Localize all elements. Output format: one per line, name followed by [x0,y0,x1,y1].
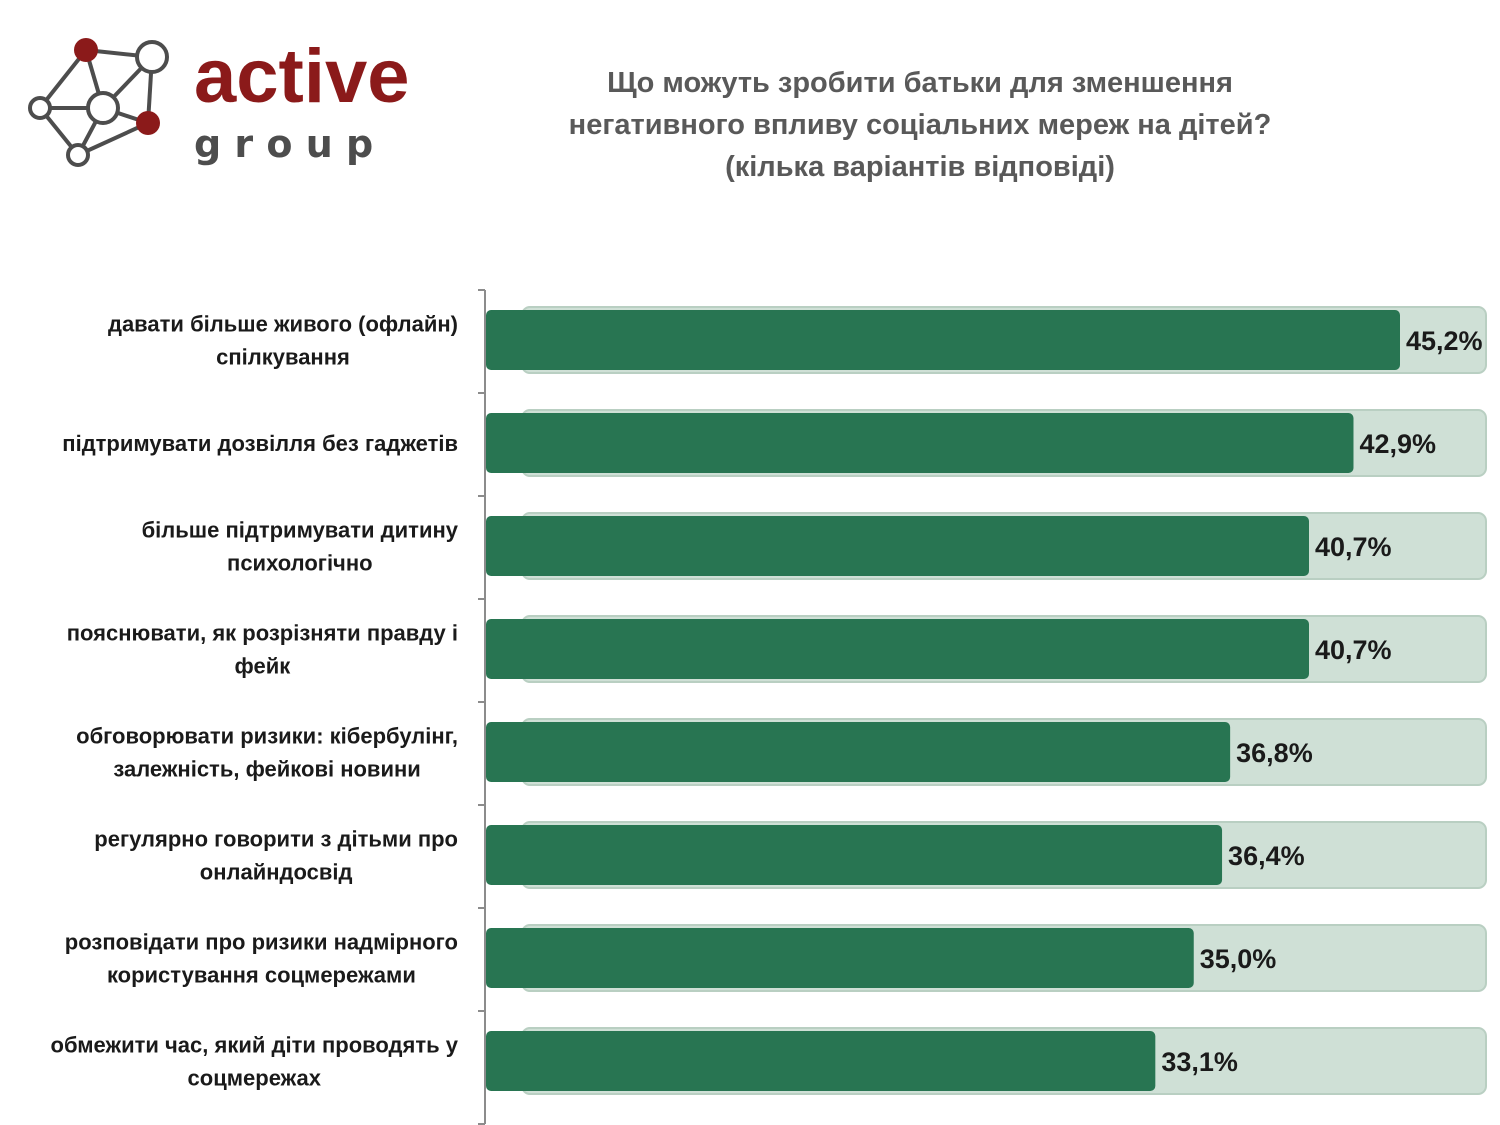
chart-title-line: (кілька варіантів відповіді) [725,151,1115,183]
value-label: 36,4% [1228,841,1305,871]
logo-word-group: g r o u p [194,122,373,166]
bars-layer: 45,2% 42,9% 40,7% 40,7% 36,8% 36,4% 35,0% 33,1% [486,306,1487,1095]
category-label: обговорювати ризики: кібербулінг, залежні… [76,724,458,782]
chart-title-line: Що можуть зробити батьки для зменшення [607,67,1233,99]
network-nodes-icon [28,40,169,167]
value-label: 40,7% [1315,532,1392,562]
bar [486,928,1194,988]
category-label-line: онлайндосвід [200,860,353,885]
category-label-line: підтримувати дозвілля без гаджетів [62,431,458,456]
category-label-line: залежність, фейкові новини [113,757,420,782]
value-label: 42,9% [1359,429,1436,459]
category-label: розповідати про ризики надмірного користу… [65,930,458,988]
category-label-line: спілкування [216,345,350,370]
category-label-line: обмежити час, який діти проводять у [51,1033,459,1058]
value-label: 40,7% [1315,635,1392,665]
bar [486,310,1400,370]
logo-word-active: active [194,34,410,119]
bar [486,619,1310,679]
category-label-line: розповідати про ризики надмірного [65,930,458,955]
category-label: більше підтримувати дитину психологічно [142,518,459,576]
bar [486,1031,1156,1091]
category-label-line: фейк [235,654,292,679]
value-label: 45,2% [1406,326,1483,356]
category-label-line: пояснювати, як розрізняти правду і [67,621,458,646]
bar [486,516,1310,576]
value-label: 36,8% [1236,738,1313,768]
category-label: регулярно говорити з дітьми про онлайндос… [94,827,458,885]
category-label: пояснювати, як розрізняти правду і фейк [67,621,458,679]
y-axis [478,289,486,1125]
logo: active g r o u p [28,34,410,167]
category-label: обмежити час, який діти проводять у соцме… [51,1033,459,1091]
chart-title-line: негативного впливу соціальних мереж на д… [568,109,1272,141]
category-label: підтримувати дозвілля без гаджетів [62,431,458,456]
bar [486,825,1223,885]
category-label-line: більше підтримувати дитину [142,518,459,543]
value-label: 33,1% [1161,1047,1238,1077]
value-label: 35,0% [1200,944,1277,974]
category-label-line: користування соцмережами [107,963,416,988]
bar [486,722,1231,782]
category-label-line: обговорювати ризики: кібербулінг, [76,724,458,749]
category-labels: давати більше живого (офлайн) спілкування… [51,312,459,1091]
category-label-line: психологічно [227,551,373,576]
chart-title: Що можуть зробити батьки для зменшення н… [520,62,1320,188]
bar [486,413,1354,473]
logo-red-node [136,111,160,135]
category-label-line: регулярно говорити з дітьми про [94,827,458,852]
category-label: давати більше живого (офлайн) спілкування [108,312,458,370]
category-label-line: давати більше живого (офлайн) [108,312,458,337]
category-label-line: соцмережах [188,1066,322,1091]
logo-red-node [74,38,98,62]
